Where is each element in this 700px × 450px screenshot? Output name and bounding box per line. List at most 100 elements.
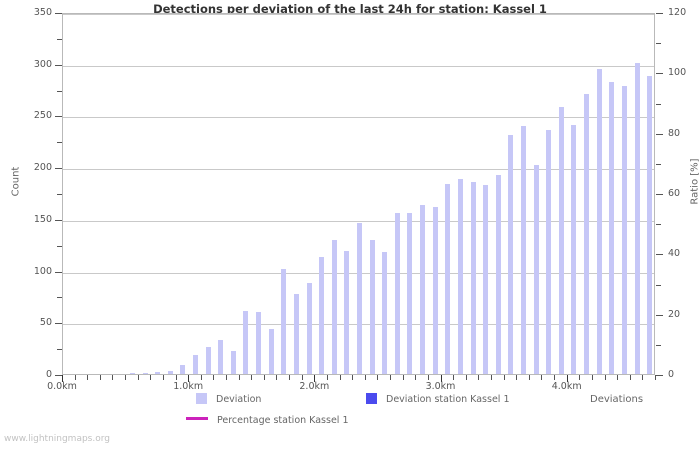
y2-tick-minor bbox=[656, 224, 661, 225]
x-tick-minor bbox=[276, 375, 277, 380]
x-tick-minor bbox=[302, 375, 303, 380]
y2-tick-major bbox=[656, 194, 663, 195]
y-axis-title-right: Ratio [%] bbox=[689, 158, 700, 205]
x-tick-minor bbox=[251, 375, 252, 380]
gridline bbox=[63, 66, 654, 67]
x-tick-minor bbox=[87, 375, 88, 380]
x-tick-label: 0.0km bbox=[47, 381, 77, 392]
x-tick-minor bbox=[516, 375, 517, 380]
y-tick-label: 300 bbox=[33, 59, 52, 70]
x-tick-major bbox=[62, 375, 63, 382]
y2-tick-label: 20 bbox=[668, 309, 681, 320]
y2-tick-minor bbox=[656, 345, 661, 346]
gridline bbox=[63, 169, 654, 170]
x-tick-minor bbox=[163, 375, 164, 380]
x-tick-major bbox=[567, 375, 568, 382]
legend-item-percentage-station[interactable]: Percentage station Kassel 1 bbox=[186, 415, 349, 426]
legend-label-deviation: Deviation bbox=[216, 394, 262, 405]
y2-tick-major bbox=[656, 254, 663, 255]
bar bbox=[394, 212, 400, 374]
bar bbox=[129, 372, 135, 374]
bar bbox=[256, 311, 262, 374]
x-tick-minor bbox=[365, 375, 366, 380]
y2-tick-major bbox=[656, 73, 663, 74]
x-tick-major bbox=[441, 375, 442, 382]
x-tick-minor bbox=[213, 375, 214, 380]
legend-swatch-deviation bbox=[196, 393, 207, 404]
gridline bbox=[63, 117, 654, 118]
x-tick-minor bbox=[239, 375, 240, 380]
y2-tick-minor bbox=[656, 285, 661, 286]
y-tick-minor bbox=[57, 246, 62, 247]
y-tick-label: 150 bbox=[33, 214, 52, 225]
y-tick-minor bbox=[57, 297, 62, 298]
bar bbox=[609, 82, 615, 374]
x-tick-minor bbox=[642, 375, 643, 380]
y2-tick-label: 40 bbox=[668, 248, 681, 259]
x-tick-minor bbox=[630, 375, 631, 380]
x-tick-minor bbox=[617, 375, 618, 380]
bar bbox=[457, 178, 463, 374]
bar bbox=[357, 223, 362, 374]
bar bbox=[521, 125, 527, 374]
y-tick-minor bbox=[57, 39, 62, 40]
x-tick-minor bbox=[125, 375, 126, 380]
y-tick-major bbox=[55, 375, 62, 376]
bar bbox=[218, 339, 224, 374]
y-tick-minor bbox=[57, 91, 62, 92]
bar bbox=[445, 183, 451, 374]
bar-series bbox=[63, 14, 654, 374]
y2-tick-major bbox=[656, 315, 663, 316]
bar bbox=[533, 165, 539, 374]
x-tick-minor bbox=[605, 375, 606, 380]
bar bbox=[306, 282, 312, 374]
x-tick-minor bbox=[264, 375, 265, 380]
gridline bbox=[63, 14, 654, 15]
x-tick-minor bbox=[655, 375, 656, 380]
x-tick-major bbox=[314, 375, 315, 382]
legend-label-deviation-station: Deviation station Kassel 1 bbox=[386, 394, 510, 405]
x-tick-minor bbox=[176, 375, 177, 380]
page-title: Detections per deviation of the last 24h… bbox=[153, 2, 547, 16]
bar bbox=[180, 364, 186, 374]
bar bbox=[508, 135, 514, 374]
x-tick-minor bbox=[453, 375, 454, 380]
bar bbox=[155, 371, 161, 374]
y-tick-label: 200 bbox=[33, 162, 52, 173]
x-tick-label: 1.0km bbox=[173, 381, 204, 392]
bar bbox=[483, 184, 489, 374]
y2-tick-minor bbox=[656, 164, 661, 165]
x-tick-minor bbox=[201, 375, 202, 380]
legend-item-deviation-station[interactable]: Deviation station Kassel 1 bbox=[366, 393, 510, 405]
y2-tick-minor bbox=[656, 43, 661, 44]
y2-tick-major bbox=[656, 375, 663, 376]
y-tick-major bbox=[55, 13, 62, 14]
x-tick-minor bbox=[138, 375, 139, 380]
x-tick-minor bbox=[554, 375, 555, 380]
y-axis-title-left: Count bbox=[10, 166, 22, 197]
y-tick-label: 350 bbox=[33, 7, 52, 18]
bar bbox=[142, 372, 148, 374]
bar bbox=[281, 268, 287, 374]
x-tick-minor bbox=[352, 375, 353, 380]
bar bbox=[470, 181, 476, 374]
bar bbox=[407, 212, 413, 374]
legend-swatch-deviation-station bbox=[366, 393, 377, 404]
x-tick-minor bbox=[403, 375, 404, 380]
y-tick-major bbox=[55, 220, 62, 221]
x-tick-minor bbox=[478, 375, 479, 380]
bar bbox=[546, 129, 552, 374]
bar bbox=[192, 355, 198, 374]
bar bbox=[596, 68, 602, 374]
y-tick-label: 250 bbox=[33, 110, 52, 121]
y-tick-major bbox=[55, 272, 62, 273]
bar bbox=[432, 207, 438, 374]
y-tick-major bbox=[55, 323, 62, 324]
x-tick-minor bbox=[327, 375, 328, 380]
x-tick-minor bbox=[100, 375, 101, 380]
legend-item-deviation[interactable]: Deviation bbox=[196, 393, 261, 405]
y-tick-minor bbox=[57, 142, 62, 143]
gridline bbox=[63, 221, 654, 222]
y-tick-major bbox=[55, 65, 62, 66]
y2-tick-label: 0 bbox=[668, 369, 675, 380]
